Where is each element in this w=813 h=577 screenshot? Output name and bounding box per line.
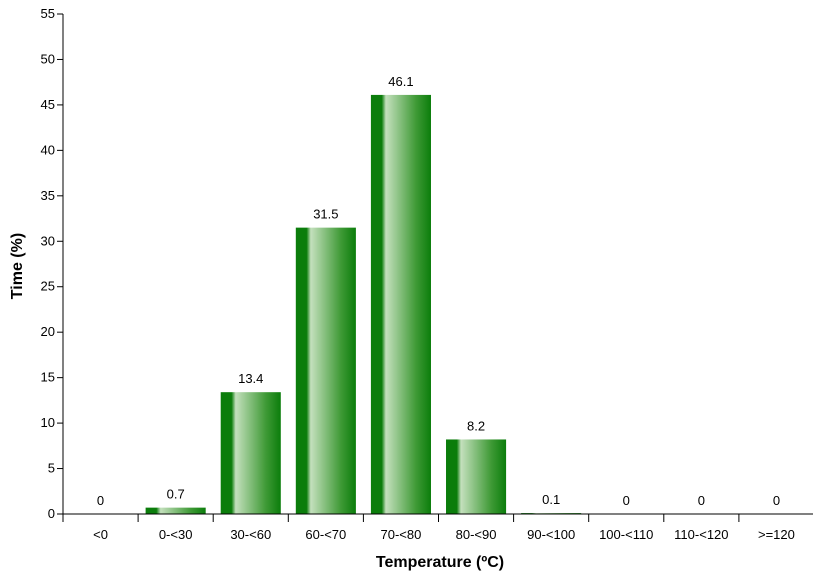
y-tick-label: 55 (41, 6, 55, 21)
y-tick-label: 20 (41, 324, 55, 339)
x-tick-label: 30-<60 (230, 527, 271, 542)
x-tick-label: 0-<30 (159, 527, 193, 542)
y-tick-label: 15 (41, 370, 55, 385)
bar-value-label: 0 (773, 493, 780, 508)
bar (370, 94, 431, 514)
x-tick-label: 60-<70 (305, 527, 346, 542)
bar-value-label: 0.1 (542, 492, 560, 507)
bar-value-label: 46.1 (388, 74, 413, 89)
y-axis-title: Time (%) (9, 233, 26, 299)
y-tick-label: 35 (41, 188, 55, 203)
x-tick-label: <0 (93, 527, 108, 542)
bar-value-label: 8.2 (467, 418, 485, 433)
y-tick-label: 30 (41, 233, 55, 248)
bar (220, 392, 281, 514)
y-tick-label: 40 (41, 142, 55, 157)
y-tick-label: 25 (41, 279, 55, 294)
y-tick-label: 10 (41, 415, 55, 430)
y-axis-ticks: 0 5 10 15 20 25 30 35 40 45 50 55 (41, 6, 63, 521)
y-tick-label: 50 (41, 51, 55, 66)
bar (295, 227, 356, 515)
y-tick-label: 5 (48, 461, 55, 476)
bar-value-label: 0.7 (167, 487, 185, 502)
x-tick-label: 90-<100 (527, 527, 575, 542)
bar-value-label: 31.5 (313, 207, 338, 222)
bar-value-label: 13.4 (238, 371, 263, 386)
bar-value-label: 0 (97, 493, 104, 508)
x-axis-ticks: <0 0-<30 30-<60 60-<70 70-<80 80-<90 90-<100 10… (62, 514, 795, 542)
x-tick-label: 100-<110 (599, 527, 653, 542)
x-tick-label: >=120 (758, 527, 795, 542)
x-tick-label: 70-<80 (381, 527, 422, 542)
data-labels-group: 0 0.7 13.4 31.5 46.1 8.2 0.1 0 0 0 (97, 74, 780, 508)
y-tick-label: 45 (41, 97, 55, 112)
x-axis-title: Temperature (ºC) (376, 554, 504, 571)
bar-value-label: 0 (623, 493, 630, 508)
bar (446, 439, 507, 514)
x-tick-label: 110-<120 (674, 527, 728, 542)
y-tick-label: 0 (48, 506, 55, 521)
bars-group (145, 94, 582, 515)
bar (145, 507, 206, 514)
bar-value-label: 0 (698, 493, 705, 508)
x-tick-label: 80-<90 (456, 527, 497, 542)
